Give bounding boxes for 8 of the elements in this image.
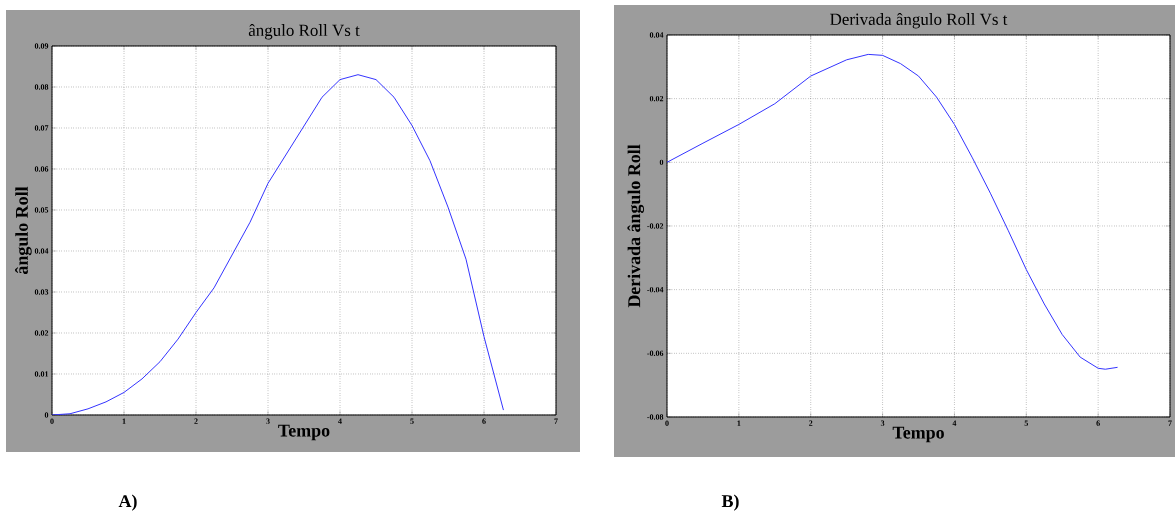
y-axis-title: ângulo Roll — [15, 186, 32, 275]
x-axis-title: Tempo — [892, 426, 944, 443]
x-axis-title: Tempo — [278, 424, 330, 441]
chart-title: Derivada ângulo Roll Vs t — [830, 13, 1008, 29]
y-axis-title: Derivada ângulo Roll — [627, 144, 645, 308]
text: A) — [118, 494, 137, 511]
text: B) — [721, 494, 739, 511]
chart-title: ângulo Roll Vs t — [248, 24, 360, 40]
